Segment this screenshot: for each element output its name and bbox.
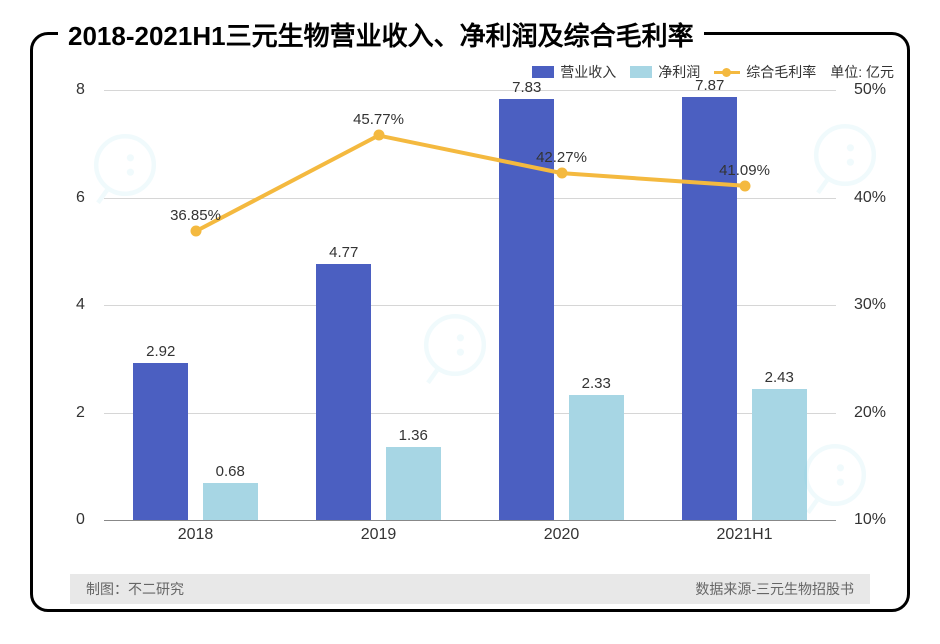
legend-item-profit: 净利润: [630, 62, 700, 82]
legend-line-margin: [714, 71, 740, 74]
credit-left: 制图：不二研究: [86, 579, 184, 599]
line-point: [190, 226, 201, 237]
line-series: [104, 90, 836, 520]
credit-right: 数据来源-三元生物招股书: [695, 579, 854, 599]
y-left-tick: 4: [76, 296, 85, 314]
chart-area: 0246810%20%30%40%50%20182.920.6820194.77…: [70, 90, 870, 550]
line-label: 45.77%: [353, 111, 404, 128]
y-left-tick: 6: [76, 189, 85, 207]
y-left-tick: 2: [76, 404, 85, 422]
legend-swatch-profit: [630, 66, 652, 78]
y-left-tick: 0: [76, 511, 85, 529]
line-point: [739, 180, 750, 191]
line-label: 41.09%: [719, 162, 770, 179]
legend-label: 营业收入: [560, 62, 616, 82]
y-right-tick: 30%: [854, 296, 886, 314]
line-point: [556, 168, 567, 179]
chart-title: 2018-2021H1三元生物营业收入、净利润及综合毛利率: [58, 16, 704, 53]
plot-region: 0246810%20%30%40%50%20182.920.6820194.77…: [104, 90, 836, 520]
line-label: 42.27%: [536, 149, 587, 166]
gridline: [104, 520, 836, 521]
credit-bar: 制图：不二研究 数据来源-三元生物招股书: [70, 574, 870, 604]
legend-swatch-revenue: [532, 66, 554, 78]
x-category: 2018: [178, 526, 214, 544]
y-right-tick: 10%: [854, 511, 886, 529]
line-point: [373, 130, 384, 141]
y-right-tick: 20%: [854, 404, 886, 422]
legend-unit: 单位: 亿元: [830, 62, 894, 82]
legend-item-revenue: 营业收入: [532, 62, 616, 82]
legend-item-margin: 综合毛利率: [714, 62, 816, 82]
y-right-tick: 40%: [854, 189, 886, 207]
legend: 营业收入 净利润 综合毛利率 单位: 亿元: [0, 62, 894, 82]
x-category: 2020: [544, 526, 580, 544]
line-label: 36.85%: [170, 207, 221, 224]
legend-label: 净利润: [658, 62, 700, 82]
y-right-tick: 50%: [854, 81, 886, 99]
x-category: 2019: [361, 526, 397, 544]
y-left-tick: 8: [76, 81, 85, 99]
legend-label: 综合毛利率: [746, 62, 816, 82]
x-category: 2021H1: [716, 526, 772, 544]
